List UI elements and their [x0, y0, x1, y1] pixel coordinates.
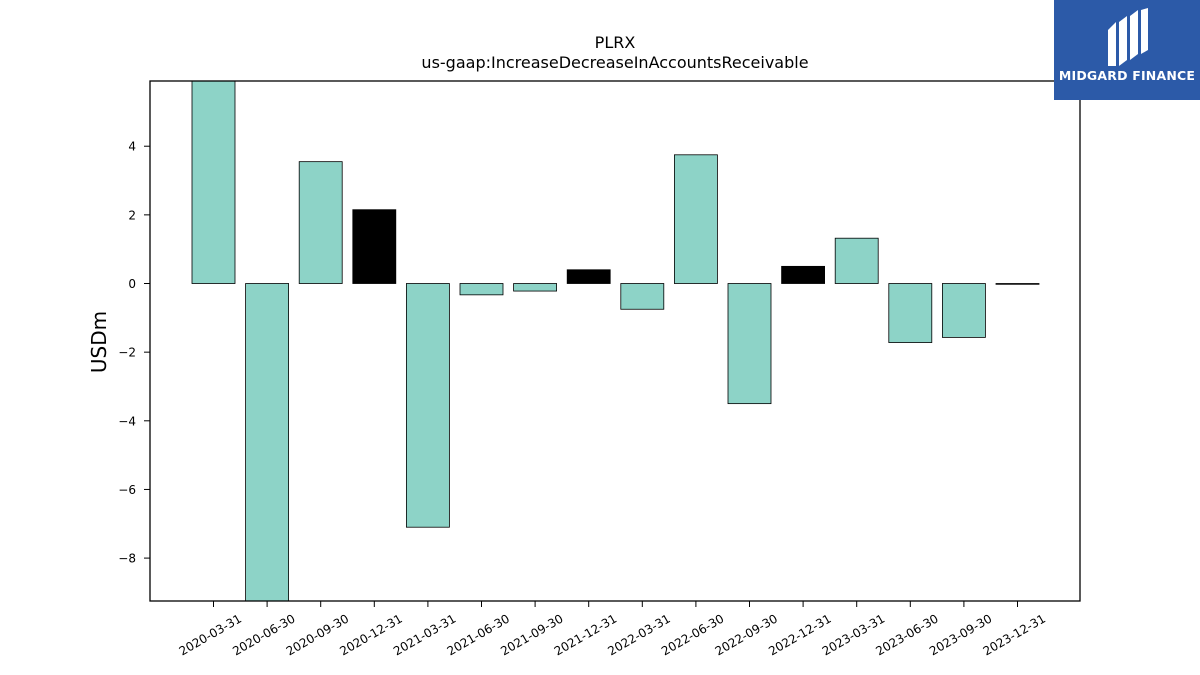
bar-2021-12-31 — [566, 269, 611, 284]
bar-2021-06-30 — [459, 283, 504, 296]
bar-2021-09-30 — [513, 283, 557, 292]
y-tick-label: −2 — [118, 346, 136, 360]
chart-title: PLRX — [595, 33, 636, 52]
bar-2023-06-30 — [888, 283, 933, 343]
bar-2021-03-31 — [405, 283, 450, 528]
y-tick-label: −4 — [118, 414, 136, 428]
bar-2022-06-30 — [674, 154, 718, 284]
logo-text: MIDGARD FINANCE — [1058, 68, 1196, 83]
bar-2023-03-31 — [834, 237, 879, 284]
y-tick-label: 4 — [128, 140, 136, 154]
plot-frame — [149, 80, 1081, 602]
chart-subtitle: us-gaap:IncreaseDecreaseInAccountsReceiv… — [421, 53, 808, 72]
y-tick-label: −8 — [118, 552, 136, 566]
midgard-finance-logo: MIDGARD FINANCE — [1054, 0, 1200, 100]
bar-2020-06-30 — [245, 283, 290, 602]
y-tick-label: 0 — [128, 277, 136, 291]
midgard-logo-icon — [1108, 8, 1148, 66]
bar-2022-03-31 — [620, 283, 665, 310]
y-axis-label: USDm — [87, 311, 111, 373]
bar-2022-12-31 — [781, 265, 825, 284]
bar-2022-09-30 — [727, 283, 772, 405]
bar-2020-12-31 — [352, 209, 397, 284]
y-tick-label: −6 — [118, 483, 136, 497]
bar-2023-12-31 — [995, 283, 1040, 285]
bar-2020-03-31 — [191, 80, 236, 284]
y-tick-label: 2 — [128, 208, 136, 222]
bar-2020-09-30 — [298, 161, 343, 284]
bar-2023-09-30 — [942, 283, 986, 338]
